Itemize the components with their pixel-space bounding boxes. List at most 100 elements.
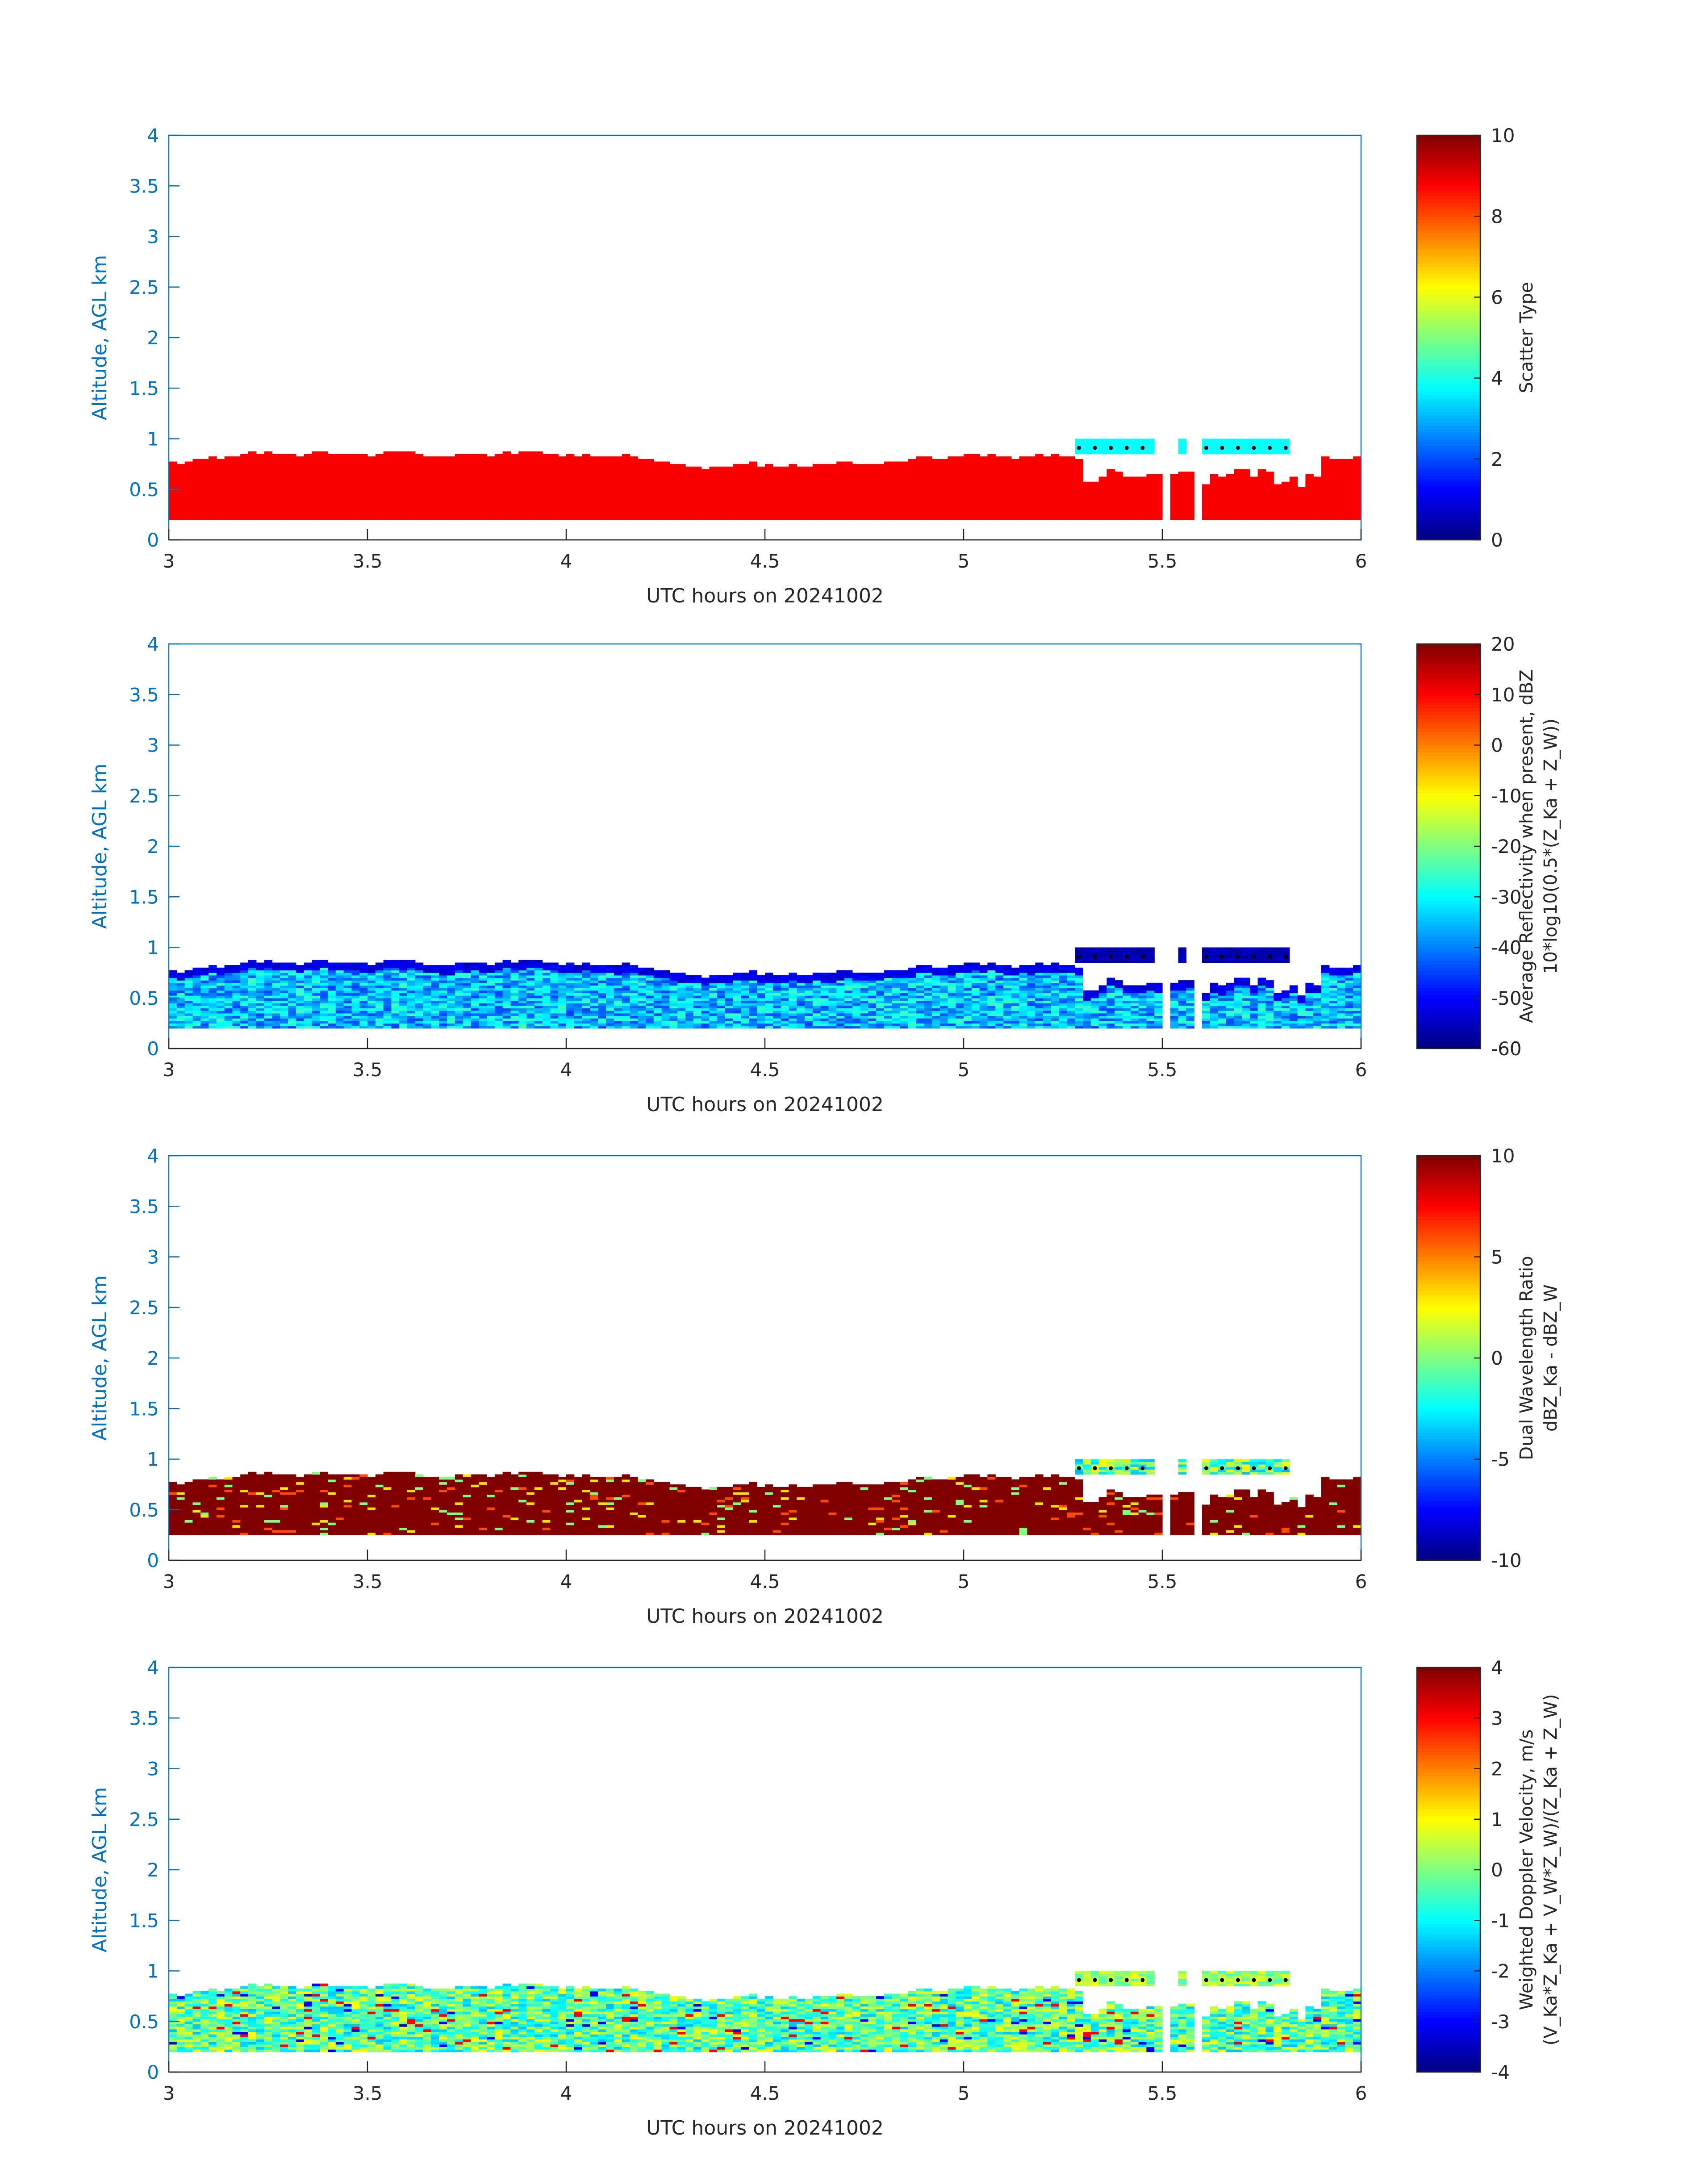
heatmap-cell: [534, 466, 543, 470]
heatmap-cell: [892, 517, 901, 520]
heatmap-cell: [407, 451, 416, 455]
heatmap-cell: [931, 469, 940, 472]
heatmap-cell: [900, 494, 908, 497]
heatmap-cell: [224, 1013, 233, 1016]
heatmap-cell: [677, 487, 686, 490]
heatmap-cell: [510, 980, 519, 983]
heatmap-cell: [534, 1008, 543, 1011]
heatmap-cell: [534, 1020, 543, 1024]
heatmap-cell: [971, 464, 980, 467]
heatmap-cell: [256, 514, 265, 518]
heatmap-cell: [479, 962, 487, 965]
heatmap-cell: [797, 469, 805, 472]
heatmap-cell: [995, 479, 1004, 482]
heatmap-cell: [518, 1000, 527, 1003]
heatmap-cell: [661, 484, 670, 487]
heatmap-cell: [797, 476, 805, 480]
cloud-cell: [1249, 441, 1258, 444]
heatmap-cell: [1210, 474, 1219, 477]
heatmap-cell: [1178, 487, 1186, 490]
heatmap-cell: [176, 497, 185, 500]
heatmap-cell: [169, 484, 177, 487]
heatmap-cell: [550, 487, 559, 490]
heatmap-cell: [948, 502, 956, 505]
heatmap-cell: [884, 487, 893, 490]
heatmap-cell: [614, 484, 622, 487]
heatmap-cell: [1059, 481, 1067, 485]
heatmap-cell: [487, 512, 495, 515]
heatmap-cell: [1059, 464, 1067, 467]
heatmap-cell: [447, 507, 455, 510]
heatmap-cell: [638, 502, 646, 505]
heatmap-cell: [614, 507, 622, 510]
heatmap-cell: [487, 965, 495, 968]
heatmap-cell: [1115, 507, 1123, 510]
heatmap-cell: [1353, 487, 1361, 490]
heatmap-cell: [836, 510, 845, 513]
heatmap-cell: [272, 512, 280, 515]
heatmap-cell: [455, 990, 464, 994]
heatmap-cell: [479, 494, 487, 497]
heatmap-cell: [296, 469, 305, 472]
heatmap-cell: [542, 476, 551, 480]
heatmap-cell: [924, 517, 932, 520]
heatmap-cell: [725, 476, 734, 480]
heatmap-cell: [979, 494, 988, 497]
heatmap-cell: [494, 481, 503, 485]
colorbar-frame: [1416, 134, 1481, 541]
heatmap-cell: [383, 494, 392, 497]
heatmap-cell: [184, 990, 193, 994]
heatmap-cell: [494, 479, 503, 482]
heatmap-cell: [335, 1026, 344, 1029]
heatmap-cell: [606, 476, 614, 480]
heatmap-cell: [1019, 499, 1027, 502]
heatmap-cell: [367, 499, 376, 502]
heatmap-cell: [375, 479, 384, 482]
heatmap-cell: [391, 514, 400, 518]
heatmap-cell: [844, 469, 853, 472]
heatmap-cell: [844, 489, 853, 493]
heatmap-cell: [328, 481, 336, 485]
heatmap-cell: [566, 459, 575, 462]
heatmap-cell: [741, 504, 749, 507]
heatmap-cell: [415, 502, 424, 505]
heatmap-cell: [1075, 481, 1083, 485]
heatmap-cell: [304, 988, 312, 991]
heatmap-cell: [1067, 459, 1075, 462]
heatmap-cell: [606, 481, 614, 485]
heatmap-cell: [335, 517, 344, 520]
heatmap-cell: [924, 512, 932, 515]
heatmap-cell: [487, 1005, 495, 1008]
heatmap-cell: [741, 512, 749, 515]
heatmap-cell: [1130, 517, 1139, 520]
heatmap-cell: [487, 502, 495, 505]
heatmap-cell: [709, 507, 718, 510]
heatmap-cell: [1090, 484, 1099, 487]
heatmap-cell: [606, 494, 614, 497]
heatmap-cell: [1083, 502, 1091, 505]
heatmap-cell: [836, 484, 845, 487]
heatmap-cell: [1154, 510, 1163, 513]
heatmap-cell: [574, 476, 583, 480]
heatmap-cell: [964, 484, 972, 487]
heatmap-cell: [638, 476, 646, 480]
heatmap-cell: [558, 479, 567, 482]
heatmap-cell: [343, 995, 352, 999]
heatmap-cell: [320, 492, 328, 495]
heatmap-cell: [272, 973, 280, 976]
heatmap-cell: [852, 492, 861, 495]
heatmap-cell: [367, 1013, 376, 1016]
heatmap-cell: [725, 512, 734, 515]
heatmap-cell: [1027, 504, 1036, 507]
heatmap-cell: [288, 975, 296, 978]
heatmap-cell: [272, 988, 280, 991]
heatmap-cell: [574, 507, 583, 510]
heatmap-cell: [351, 1008, 360, 1011]
heatmap-cell: [812, 481, 821, 485]
heatmap-cell: [598, 487, 606, 490]
heatmap-cell: [924, 474, 932, 477]
heatmap-cell: [1234, 481, 1242, 485]
heatmap-cell: [526, 1003, 535, 1006]
heatmap-cell: [351, 469, 360, 472]
heatmap-cell: [502, 1013, 511, 1016]
